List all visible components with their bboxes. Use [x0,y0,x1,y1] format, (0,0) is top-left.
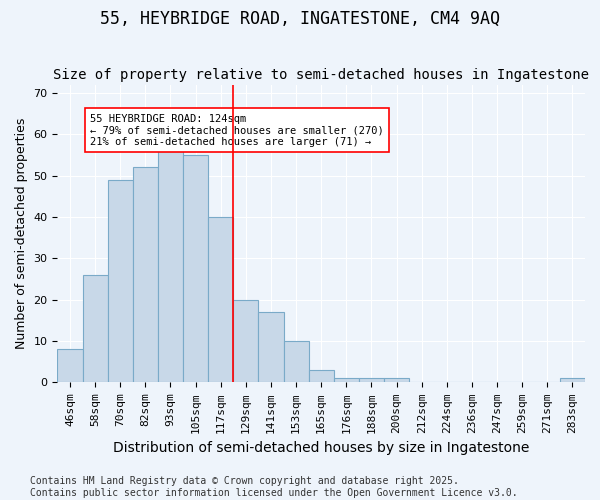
Bar [284,341,308,382]
Bar [384,378,409,382]
Bar [183,155,208,382]
Y-axis label: Number of semi-detached properties: Number of semi-detached properties [15,118,28,349]
Bar [259,312,284,382]
Bar [107,180,133,382]
Bar [133,168,158,382]
Bar [334,378,359,382]
Bar [233,300,259,382]
Title: Size of property relative to semi-detached houses in Ingatestone: Size of property relative to semi-detach… [53,68,589,82]
Bar [158,142,183,382]
Bar [560,378,585,382]
Bar [208,217,233,382]
Text: 55, HEYBRIDGE ROAD, INGATESTONE, CM4 9AQ: 55, HEYBRIDGE ROAD, INGATESTONE, CM4 9AQ [100,10,500,28]
Bar [359,378,384,382]
Bar [308,370,334,382]
Bar [83,275,107,382]
X-axis label: Distribution of semi-detached houses by size in Ingatestone: Distribution of semi-detached houses by … [113,441,529,455]
Text: 55 HEYBRIDGE ROAD: 124sqm
← 79% of semi-detached houses are smaller (270)
21% of: 55 HEYBRIDGE ROAD: 124sqm ← 79% of semi-… [90,114,384,146]
Bar [58,350,83,382]
Text: Contains HM Land Registry data © Crown copyright and database right 2025.
Contai: Contains HM Land Registry data © Crown c… [30,476,518,498]
